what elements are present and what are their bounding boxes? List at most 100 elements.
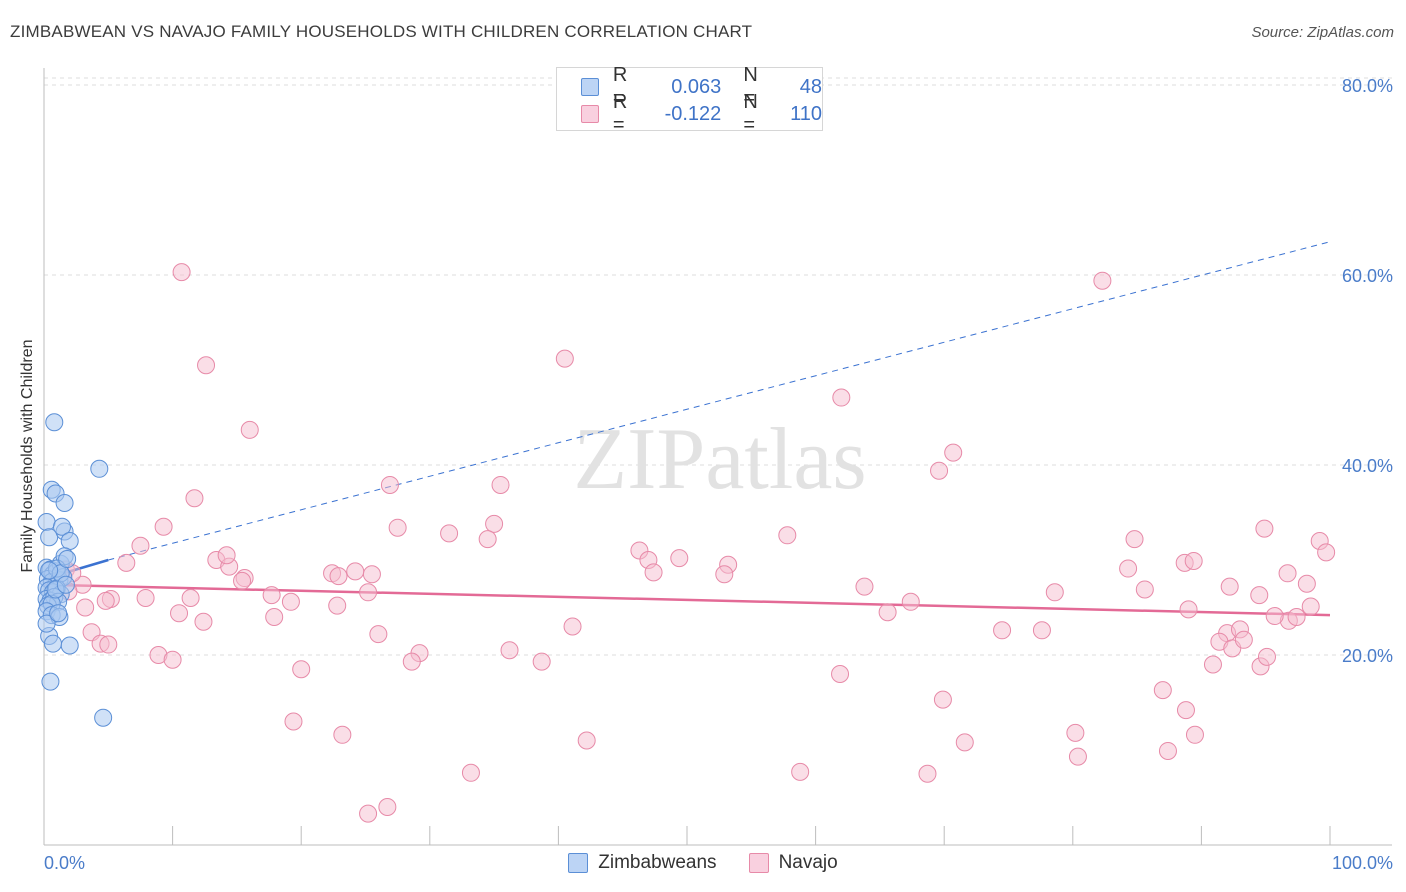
navajo-point [1119, 559, 1138, 578]
navajo-point [172, 263, 191, 282]
stats-legend: R = 0.063 N = 48 R = -0.122 N = 110 [556, 64, 823, 136]
navajo-point [1045, 583, 1064, 602]
navajo-point [500, 641, 519, 660]
navajo-point [1297, 574, 1316, 593]
navajo-point [855, 577, 874, 596]
legend-n-label: N = [743, 91, 758, 136]
navajo-point [440, 524, 459, 543]
navajo-point [99, 635, 118, 654]
navajo-point [1093, 271, 1112, 290]
legend-item-zimbabweans[interactable]: Zimbabweans [568, 852, 717, 874]
navajo-point [76, 598, 95, 617]
x-tick-label: 100.0% [1332, 853, 1393, 873]
navajo-point [670, 549, 689, 568]
zimbabwean-point [40, 561, 59, 580]
legend-r-label: R = [612, 64, 628, 109]
navajo-point [378, 798, 397, 816]
navajo-point [369, 625, 388, 644]
navajo-point [1257, 647, 1276, 666]
legend-label: Zimbabweans [598, 852, 717, 873]
navajo-point [346, 562, 365, 581]
navajo-point [555, 349, 574, 368]
navajo-point [933, 690, 952, 709]
navajo-point [217, 546, 236, 565]
navajo-point [491, 475, 510, 494]
zimbabwean-point [49, 604, 68, 623]
zimbabwean-point [60, 636, 79, 655]
navajo-points [56, 263, 1336, 823]
navajo-point [194, 612, 213, 631]
y-tick-label: 60.0% [1342, 266, 1393, 286]
legend-r-label: R = [612, 91, 628, 136]
y-tick-label: 20.0% [1342, 646, 1393, 666]
navajo-point [131, 536, 150, 555]
navajo-point [832, 388, 851, 407]
navajo-point [1185, 725, 1204, 744]
zimbabwean-point [60, 532, 79, 550]
zimbabwean-point [94, 708, 113, 727]
legend-n-label: N = [743, 64, 758, 109]
navajo-point [955, 733, 974, 752]
navajo-point [1135, 580, 1154, 599]
navajo-point [930, 461, 949, 480]
series-legend: Zimbabweans Navajo [0, 852, 1406, 874]
legend-row-zimbabweans: R = 0.063 N = 48 [581, 64, 822, 109]
zimbabwean-point [58, 550, 77, 569]
navajo-point [577, 731, 596, 750]
navajo-point [1265, 607, 1284, 626]
axes [43, 68, 1392, 846]
navajo-point [380, 475, 399, 494]
navajo-point [362, 565, 381, 584]
legend-swatch-pink [581, 105, 599, 123]
navajo-point [1255, 519, 1274, 538]
navajo-point [1301, 597, 1320, 616]
navajo-point [478, 530, 497, 549]
legend-n-value: 48 [799, 75, 822, 98]
navajo-point [96, 591, 115, 610]
navajo-point [154, 517, 173, 536]
legend-row-navajo: R = -0.122 N = 110 [581, 91, 822, 136]
zimbabwean-points [37, 413, 113, 727]
navajo-point [328, 596, 347, 615]
navajo-point [402, 652, 421, 671]
legend-r-value: -0.122 [664, 102, 722, 125]
navajo-point [993, 621, 1012, 640]
zimbabwean-point [41, 672, 60, 691]
chart-source: Source: ZipAtlas.com [1251, 24, 1394, 41]
navajo-point [388, 518, 407, 537]
navajo-point [944, 443, 963, 462]
navajo-point [532, 652, 551, 671]
legend-item-navajo[interactable]: Navajo [748, 852, 838, 874]
navajo-point [563, 617, 582, 636]
navajo-point [284, 712, 303, 731]
navajo-point [1234, 630, 1253, 649]
zimbabwean-point [53, 517, 72, 536]
navajo-point [262, 586, 281, 605]
legend-r-value: 0.063 [671, 75, 722, 98]
zimbabwean-trend-extended [108, 241, 1331, 561]
navajo-point [136, 589, 155, 607]
y-tick-label: 40.0% [1342, 456, 1393, 476]
navajo-point [1179, 600, 1198, 619]
legend-swatch-blue [568, 853, 589, 873]
navajo-point [233, 571, 252, 590]
navajo-point [644, 563, 663, 582]
navajo-point [1278, 564, 1297, 583]
navajo-point [1287, 608, 1306, 626]
watermark: ZIPatlas [573, 411, 866, 508]
legend-swatch-blue [581, 78, 599, 96]
zimbabwean-point [45, 413, 64, 432]
navajo-point [1032, 621, 1051, 640]
chart-title: ZIMBABWEAN VS NAVAJO FAMILY HOUSEHOLDS W… [10, 22, 753, 41]
navajo-point [181, 589, 200, 607]
navajo-point [1153, 681, 1172, 700]
navajo-point [1317, 543, 1336, 562]
zimbabwean-point [55, 494, 74, 512]
navajo-point [185, 489, 204, 508]
navajo-point [329, 567, 348, 586]
navajo-point [292, 660, 311, 679]
navajo-point [485, 514, 504, 533]
navajo-point [197, 356, 216, 375]
y-tick-label: 80.0% [1342, 76, 1393, 96]
